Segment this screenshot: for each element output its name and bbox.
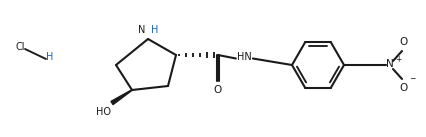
Text: −: − <box>408 75 414 83</box>
Text: +: + <box>394 55 400 64</box>
Text: H: H <box>151 25 158 35</box>
Text: N: N <box>137 25 145 35</box>
Text: H: H <box>46 52 54 62</box>
Text: N: N <box>385 59 393 69</box>
Text: Cl: Cl <box>15 42 25 52</box>
Text: O: O <box>399 83 407 93</box>
Text: HO: HO <box>96 107 111 117</box>
Text: HN: HN <box>236 52 250 62</box>
Text: O: O <box>213 85 222 95</box>
Polygon shape <box>111 90 132 105</box>
Text: O: O <box>399 37 407 47</box>
